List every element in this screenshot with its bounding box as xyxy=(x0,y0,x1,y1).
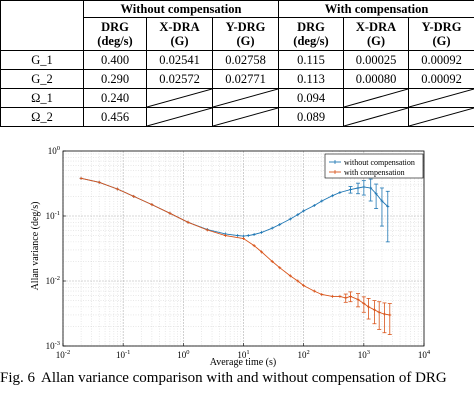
table-cell: 0.089 xyxy=(278,107,344,127)
table-cell: 0.113 xyxy=(278,69,344,89)
x-tick-label: 104 xyxy=(418,349,431,360)
x-tick-label: 10-1 xyxy=(116,349,130,360)
table-cell: 0.290 xyxy=(83,69,147,89)
column-header-name: DRG xyxy=(101,20,129,34)
column-header-row: DRG (deg/s) X-DRA (G) Y-DRG (G) DRG (deg/s) X-DR… xyxy=(1,17,474,51)
empty-cell-slash xyxy=(407,88,474,108)
legend-label: with compensation xyxy=(344,168,405,177)
x-tick-label: 100 xyxy=(177,349,189,360)
column-header-unit: (deg/s) xyxy=(97,34,133,48)
legend-label: without compensation xyxy=(344,158,415,167)
table-cell: 0.00092 xyxy=(407,50,474,70)
y-tick-label: 10-1 xyxy=(46,210,60,221)
empty-cell-slash xyxy=(343,107,409,127)
figure-caption: Fig. 6 Allan variance comparison with and… xyxy=(0,370,474,386)
empty-cell-slash xyxy=(212,88,279,108)
column-header-name: DRG xyxy=(297,20,325,34)
x-tick-label: 103 xyxy=(358,349,370,360)
x-axis-label: Average time (s) xyxy=(210,357,276,368)
column-header-unit: (G) xyxy=(366,34,386,48)
column-header-name: Y-DRG xyxy=(421,20,462,34)
y-axis-label: Allan variance (deg/s) xyxy=(30,202,41,291)
column-header-unit: (G) xyxy=(236,34,255,48)
legend-box xyxy=(324,153,424,179)
chart-grid xyxy=(62,151,424,347)
column-header-name: X-DRA xyxy=(159,20,200,34)
column-header-unit: (G) xyxy=(170,34,189,48)
row-label: G_1 xyxy=(0,50,84,70)
figure-caption-text: Allan variance comparison with and witho… xyxy=(41,370,447,386)
table-row: Ω_1 0.240 0.094 xyxy=(0,88,474,108)
table-cell: 0.456 xyxy=(83,107,147,127)
table-cell: 0.00025 xyxy=(343,50,409,70)
column-header-unit: (deg/s) xyxy=(293,34,329,48)
table-cell: 0.00080 xyxy=(343,69,409,89)
column-header-name: X-DRA xyxy=(355,20,397,34)
row-label: Ω_1 xyxy=(0,88,84,108)
group-header-without: Without compensation xyxy=(83,0,279,18)
group-header-with: With compensation xyxy=(277,0,474,18)
row-label: Ω_2 xyxy=(0,107,84,127)
empty-cell-slash xyxy=(407,107,474,127)
column-header-4: X-DRA (G) xyxy=(343,17,409,51)
table-row: G_2 0.290 0.02572 0.02771 0.113 0.00080 0.0009… xyxy=(0,69,474,89)
table-corner xyxy=(0,0,84,51)
table-cell: 0.240 xyxy=(83,88,147,108)
column-header-name: Y-DRG xyxy=(225,20,266,34)
column-header-0: DRG (deg/s) xyxy=(83,17,147,51)
row-label: G_2 xyxy=(0,69,84,89)
y-tick-label: 100 xyxy=(48,145,60,156)
x-tick-label: 10-2 xyxy=(56,349,70,360)
empty-cell-slash xyxy=(146,88,213,108)
table-cell: 0.094 xyxy=(278,88,344,108)
table-cell: 0.400 xyxy=(83,50,147,70)
table-cell: 0.02758 xyxy=(212,50,279,70)
table-cell: 0.02771 xyxy=(212,69,279,89)
column-header-1: X-DRA (G) xyxy=(146,17,213,51)
figure-label: Fig. 6 xyxy=(0,370,36,386)
table-cell: 0.115 xyxy=(278,50,344,70)
empty-cell-slash xyxy=(212,107,279,127)
table-cell: 0.00092 xyxy=(407,69,474,89)
column-header-5: Y-DRG (G) xyxy=(407,17,474,51)
table-body: G_1 0.400 0.02541 0.02758 0.115 0.00025 0.0009… xyxy=(0,50,474,127)
x-tick-label: 101 xyxy=(237,349,249,360)
table-row: G_1 0.400 0.02541 0.02758 0.115 0.00025 0.0009… xyxy=(0,50,474,70)
x-tick-label: 102 xyxy=(298,349,310,360)
column-header-2: Y-DRG (G) xyxy=(212,17,279,51)
series-line-with-compensation xyxy=(81,177,390,316)
y-tick-label: 10-2 xyxy=(46,275,60,286)
table-row: Ω_2 0.456 0.089 xyxy=(0,107,474,127)
table-cell: 0.02541 xyxy=(146,50,213,70)
column-header-unit: (G) xyxy=(432,34,451,48)
compensation-table: Without compensation With compensation D… xyxy=(0,0,474,127)
table-cell: 0.02572 xyxy=(146,69,213,89)
empty-cell-slash xyxy=(146,107,213,127)
column-header-3: DRG (deg/s) xyxy=(278,17,344,51)
empty-cell-slash xyxy=(343,88,409,108)
chart-series xyxy=(79,176,392,335)
y-tick-label: 10-3 xyxy=(46,340,60,351)
